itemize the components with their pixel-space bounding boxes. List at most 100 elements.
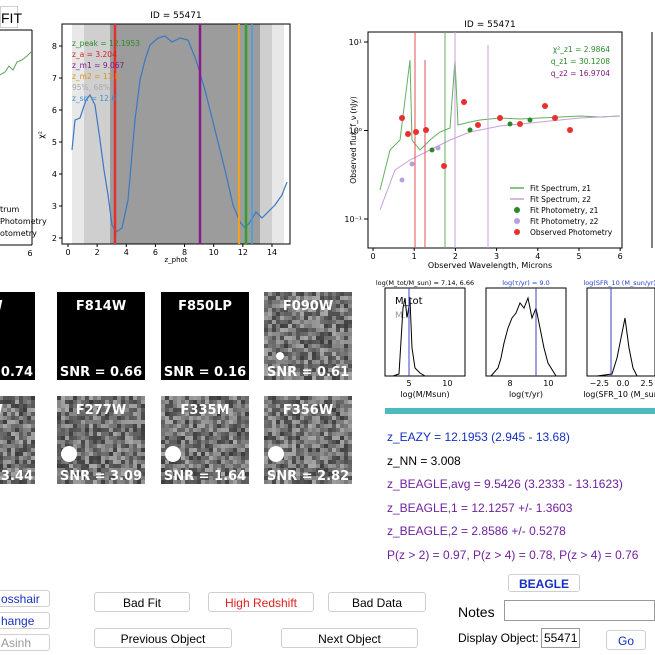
- pixel: [61, 472, 65, 476]
- bad-data-button[interactable]: Bad Data: [328, 592, 426, 612]
- pixel: [193, 436, 197, 440]
- pixel: [109, 396, 113, 400]
- pixel: [348, 360, 352, 364]
- legend-text: 95%, 68%: [72, 83, 110, 92]
- pixel: [284, 440, 288, 444]
- pixel: [324, 328, 328, 332]
- pixel: [304, 456, 308, 460]
- pixel: [11, 396, 15, 400]
- pixel: [169, 440, 173, 444]
- pixel: [336, 460, 340, 464]
- pixel: [344, 432, 348, 436]
- pixel: [344, 376, 348, 380]
- pixel: [300, 296, 304, 300]
- next-button[interactable]: Next Object: [281, 628, 418, 648]
- pixel: [324, 432, 328, 436]
- source: [268, 446, 284, 462]
- pixel: [121, 460, 125, 464]
- pixel: [0, 420, 3, 424]
- bad-fit-button[interactable]: Bad Fit: [94, 592, 190, 612]
- high-redshift-button[interactable]: High Redshift: [208, 592, 314, 612]
- pixel: [276, 292, 280, 296]
- pixel: [348, 396, 352, 400]
- pixel: [189, 408, 193, 412]
- pixel: [296, 456, 300, 460]
- change-button[interactable]: hange: [0, 612, 50, 629]
- pixel: [197, 404, 201, 408]
- pixel: [81, 468, 85, 472]
- pixel: [324, 464, 328, 468]
- go-button[interactable]: Go: [606, 630, 646, 650]
- fit-button[interactable]: FIT: [0, 6, 22, 28]
- pixel: [304, 308, 308, 312]
- previous-button[interactable]: Previous Object: [94, 628, 232, 648]
- pixel: [264, 352, 268, 356]
- y-tick-label: 2: [52, 234, 57, 243]
- display-input[interactable]: 55471: [541, 628, 580, 648]
- pixel: [137, 452, 141, 456]
- pixel: [280, 432, 284, 436]
- pixel: [69, 464, 73, 468]
- pixel: [284, 448, 288, 452]
- pixel: [113, 440, 117, 444]
- pixel: [205, 444, 209, 448]
- pixel: [117, 476, 121, 480]
- pixel: [93, 428, 97, 432]
- pixel: [264, 464, 268, 468]
- pixel: [348, 304, 352, 308]
- pixel: [272, 468, 276, 472]
- pixel: [213, 448, 217, 452]
- pixel: [308, 336, 312, 340]
- pixel: [161, 460, 165, 464]
- pixel: [109, 456, 113, 460]
- pixel: [173, 436, 177, 440]
- pixel: [336, 304, 340, 308]
- pixel: [332, 372, 336, 376]
- pixel: [137, 408, 141, 412]
- pixel: [237, 400, 241, 404]
- pixel: [292, 364, 296, 368]
- pixel: [69, 424, 73, 428]
- crosshair-button[interactable]: osshair: [0, 590, 50, 607]
- pixel: [197, 480, 201, 484]
- notes-input[interactable]: [504, 600, 655, 621]
- pixel: [296, 448, 300, 452]
- beagle-button[interactable]: BEAGLE: [508, 574, 580, 592]
- pixel: [312, 464, 316, 468]
- pixel: [213, 428, 217, 432]
- pixel: [316, 304, 320, 308]
- pixel: [272, 476, 276, 480]
- pixel: [105, 404, 109, 408]
- pixel: [320, 336, 324, 340]
- pixel: [312, 420, 316, 424]
- pixel: [272, 360, 276, 364]
- pixel: [284, 436, 288, 440]
- pixel: [284, 320, 288, 324]
- pixel: [161, 476, 165, 480]
- pixel: [284, 340, 288, 344]
- x-tick-label: 10: [209, 248, 219, 257]
- pixel: [284, 308, 288, 312]
- pixel: [11, 444, 15, 448]
- pixel: [304, 336, 308, 340]
- pixel: [129, 416, 133, 420]
- pixel: [264, 408, 268, 412]
- pixel: [105, 472, 109, 476]
- x-axis-label: log(SFR_10 (M_sun: [583, 390, 655, 399]
- asinh-button[interactable]: Asinh: [0, 634, 50, 651]
- pixel: [181, 408, 185, 412]
- pixel: [169, 400, 173, 404]
- pixel: [19, 396, 23, 400]
- pixel: [328, 424, 332, 428]
- pixel: [3, 476, 7, 480]
- pixel: [233, 408, 237, 412]
- pixel: [113, 476, 117, 480]
- pixel: [133, 396, 137, 400]
- pixel: [328, 328, 332, 332]
- pixel: [264, 456, 268, 460]
- pixel: [3, 472, 7, 476]
- pixel: [113, 452, 117, 456]
- pixel: [217, 432, 221, 436]
